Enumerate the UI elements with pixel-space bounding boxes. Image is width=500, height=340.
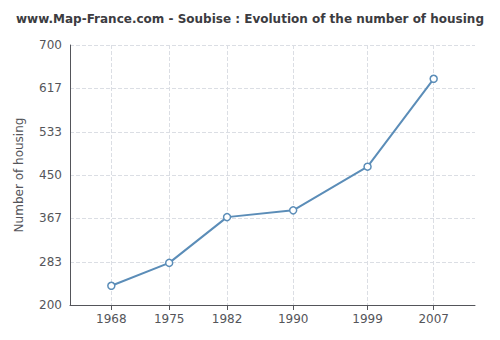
svg-text:1975: 1975: [154, 312, 185, 326]
svg-text:1999: 1999: [352, 312, 383, 326]
svg-text:200: 200: [39, 298, 62, 312]
svg-text:www.Map-France.com - Soubise :: www.Map-France.com - Soubise : Evolution…: [16, 12, 484, 26]
svg-text:1990: 1990: [278, 312, 309, 326]
svg-text:283: 283: [39, 255, 62, 269]
svg-text:2007: 2007: [418, 312, 449, 326]
svg-text:Number of housing: Number of housing: [12, 118, 26, 233]
svg-text:367: 367: [39, 211, 62, 225]
svg-text:450: 450: [39, 168, 62, 182]
svg-text:1982: 1982: [212, 312, 243, 326]
svg-text:1968: 1968: [96, 312, 127, 326]
svg-text:533: 533: [39, 125, 62, 139]
svg-text:617: 617: [39, 81, 62, 95]
svg-text:700: 700: [39, 38, 62, 52]
